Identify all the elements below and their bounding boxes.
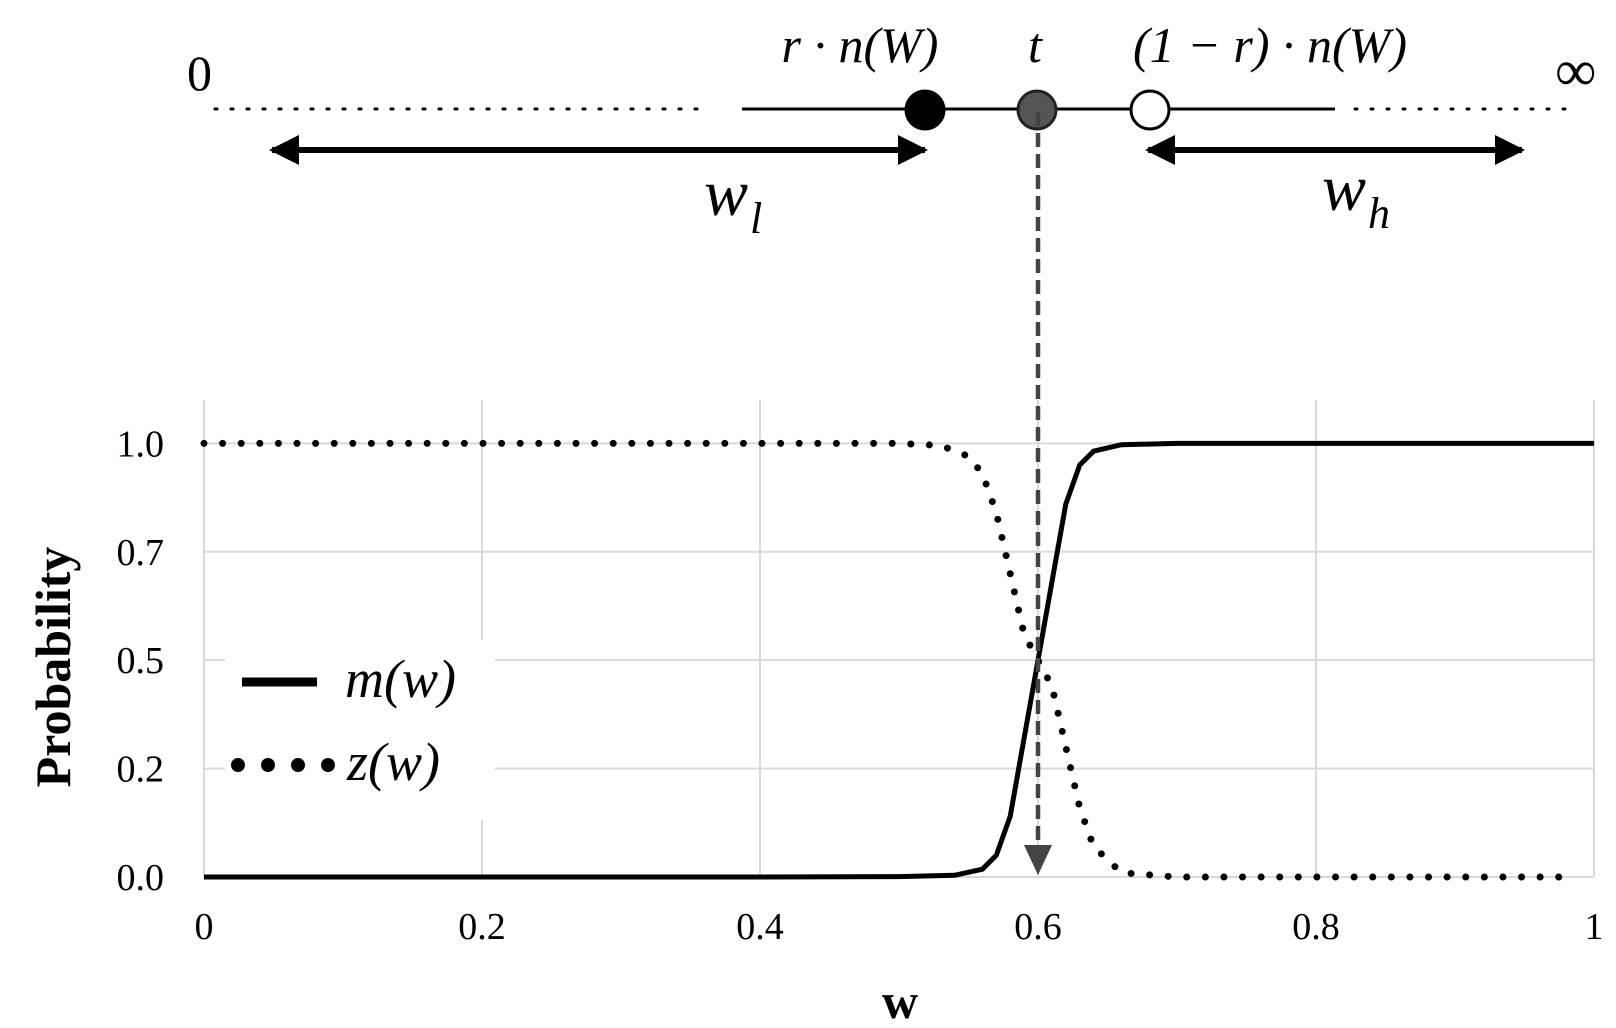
t-drop-arrowhead (1024, 845, 1052, 875)
legend-z-label: z(w) (346, 732, 440, 792)
x-tick-label-1: 0.2 (458, 906, 506, 948)
x-tick-labels: 0 0.2 0.4 0.6 0.8 1 (195, 906, 1604, 948)
x-tick-label-2: 0.4 (736, 906, 784, 948)
wl-label-sub: l (750, 194, 762, 243)
y-tick-labels: 0.0 0.2 0.5 0.7 1.0 (117, 423, 165, 899)
series-m-line (204, 440, 1594, 880)
high-threshold-marker (1129, 89, 1171, 131)
high-threshold-label: (1 − r) · n(W) (1133, 17, 1407, 73)
t-drop-arrow (1024, 112, 1052, 875)
x-tick-label-3: 0.6 (1014, 906, 1062, 948)
y-tick-label-0: 0.0 (117, 857, 165, 899)
low-threshold-label: r · n(W) (782, 17, 939, 73)
infinity-label: ∞ (1555, 38, 1596, 103)
wl-label: wl (704, 157, 762, 243)
series-z-line (200, 439, 1570, 881)
chart: 0 0.2 0.4 0.6 0.8 1 0.0 0.2 0.5 0.7 1.0 m(w) z(w)… (25, 112, 1604, 1028)
y-axis-title: Probability (25, 547, 81, 788)
wh-label-sub: h (1368, 189, 1390, 238)
y-tick-label-1: 0.2 (117, 749, 165, 791)
zero-label: 0 (187, 45, 212, 101)
x-tick-label-0: 0 (195, 906, 214, 948)
legend-background (225, 640, 495, 820)
low-threshold-marker (904, 89, 946, 131)
y-tick-label-4: 1.0 (117, 423, 165, 465)
t-marker (1016, 89, 1058, 131)
x-tick-label-4: 0.8 (1292, 906, 1340, 948)
legend: m(w) z(w) (225, 640, 495, 820)
wh-label-main: w (1322, 152, 1366, 225)
wl-label-main: w (704, 157, 748, 230)
weight-number-line: 0 ∞ r · n(W) t (1 − r) · n(W) wl wh (187, 17, 1596, 243)
y-tick-label-3: 0.7 (117, 532, 165, 574)
y-tick-label-2: 0.5 (117, 640, 165, 682)
wh-label: wh (1322, 152, 1390, 238)
legend-m-label: m(w) (345, 649, 456, 709)
x-tick-label-5: 1 (1585, 906, 1604, 948)
t-label: t (1028, 17, 1043, 73)
x-axis-title: w (882, 973, 918, 1028)
